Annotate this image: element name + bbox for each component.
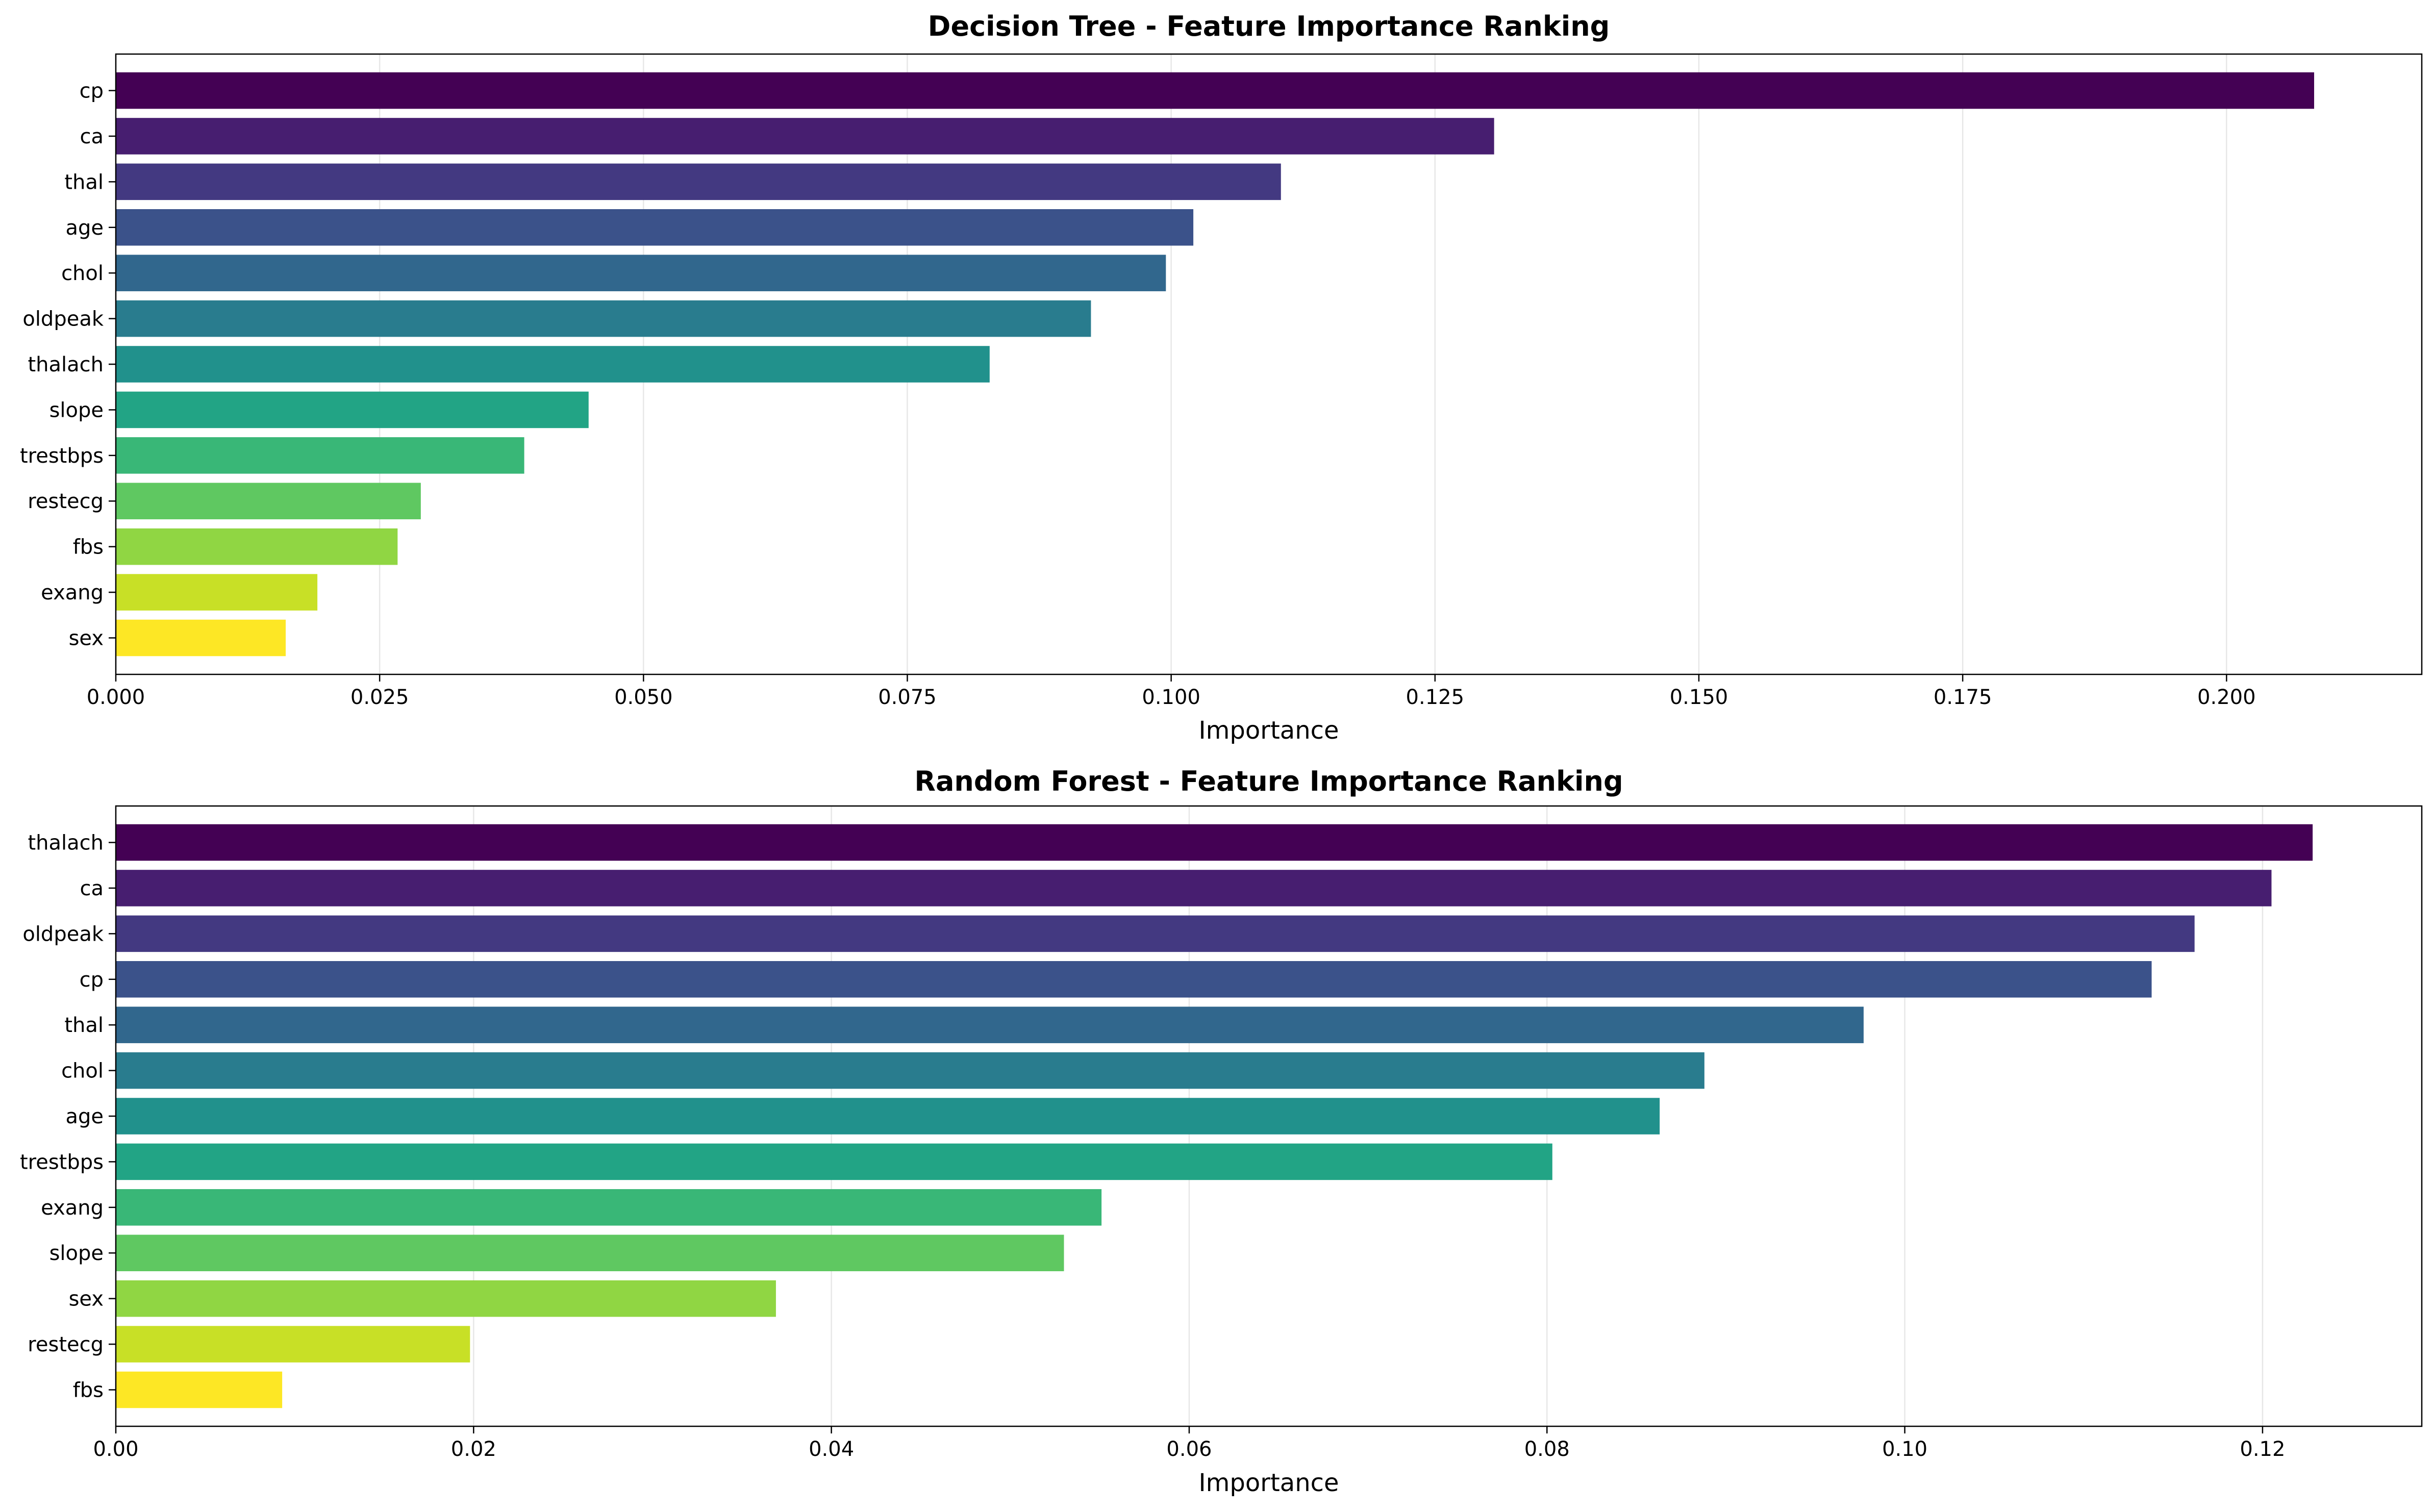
bar-ca: [116, 870, 2272, 906]
y-tick-label: oldpeak: [22, 308, 104, 331]
x-tick-label: 0.175: [1934, 686, 1992, 709]
y-tick-label: fbs: [73, 1378, 104, 1402]
bar-age: [116, 209, 1194, 246]
x-tick-label: 0.10: [1882, 1438, 1927, 1461]
y-tick-label: age: [65, 1105, 104, 1128]
y-tick-label: exang: [41, 1196, 104, 1220]
bars: [116, 824, 2313, 1408]
y-tick-label: cp: [80, 80, 104, 103]
y-tick-label: thal: [64, 170, 104, 194]
bar-oldpeak: [116, 915, 2195, 952]
x-tick-label: 0.025: [350, 686, 409, 709]
y-tick-label: fbs: [73, 536, 104, 559]
x-tick-label: 0.04: [809, 1438, 854, 1461]
y-tick-label: exang: [41, 581, 104, 604]
bar-trestbps: [116, 437, 524, 474]
x-tick-label: 0.06: [1166, 1438, 1212, 1461]
bar-sex: [116, 619, 286, 657]
x-axis-ticks: 0.00 0.02 0.04 0.06 0.08 0.10 0.12: [93, 1426, 2285, 1461]
bar-fbs: [116, 1371, 283, 1408]
x-axis-label: Importance: [1198, 1469, 1339, 1497]
y-tick-label: ca: [80, 125, 104, 148]
bar-oldpeak: [116, 300, 1091, 337]
bar-chol: [116, 255, 1166, 291]
y-tick-label: thal: [64, 1014, 104, 1037]
x-tick-label: 0.150: [1670, 686, 1728, 709]
x-tick-label: 0.000: [87, 686, 145, 709]
x-tick-label: 0.050: [614, 686, 673, 709]
bar-thalach: [116, 346, 990, 383]
y-tick-label: thalach: [28, 831, 104, 855]
bar-exang: [116, 574, 318, 611]
x-tick-label: 0.08: [1524, 1438, 1570, 1461]
y-tick-label: slope: [49, 398, 104, 422]
y-tick-label: ca: [80, 877, 104, 900]
y-axis-ticks: cp ca thal age chol oldpeak thalach slope trestb…: [20, 80, 116, 650]
y-tick-label: oldpeak: [22, 922, 104, 946]
x-tick-label: 0.125: [1406, 686, 1465, 709]
x-axis-ticks: 0.000 0.025 0.050 0.075 0.100 0.125 0.150 0.175…: [87, 674, 2256, 709]
bar-age: [116, 1098, 1660, 1135]
bar-thal: [116, 163, 1281, 200]
y-tick-label: sex: [69, 626, 104, 650]
y-tick-label: sex: [69, 1288, 104, 1311]
x-tick-label: 0.12: [2240, 1438, 2285, 1461]
bar-ca: [116, 118, 1494, 155]
x-axis-label: Importance: [1198, 716, 1339, 745]
y-tick-label: trestbps: [20, 1150, 104, 1174]
bar-trestbps: [116, 1143, 1552, 1180]
y-tick-label: age: [65, 216, 104, 240]
chart-title: Decision Tree - Feature Importance Ranki…: [928, 10, 1610, 42]
bar-restecg: [116, 483, 421, 519]
x-tick-label: 0.00: [93, 1438, 138, 1461]
bar-thalach: [116, 824, 2313, 861]
bar-cp: [116, 961, 2152, 998]
bar-exang: [116, 1189, 1102, 1226]
x-tick-label: 0.075: [878, 686, 937, 709]
y-tick-label: slope: [49, 1242, 104, 1265]
y-tick-label: thalach: [28, 353, 104, 376]
bar-chol: [116, 1052, 1704, 1089]
decision-tree-panel: Decision Tree - Feature Importance Ranki…: [20, 10, 2423, 745]
y-tick-label: trestbps: [20, 444, 104, 468]
bar-cp: [116, 72, 2314, 109]
y-tick-label: restecg: [28, 490, 104, 513]
bar-slope: [116, 1234, 1064, 1271]
y-axis-ticks: thalach ca oldpeak cp thal chol age trestbps exa…: [20, 831, 116, 1402]
y-tick-label: restecg: [28, 1333, 104, 1356]
bars: [116, 72, 2314, 657]
random-forest-panel: Random Forest - Feature Importance Ranki…: [20, 765, 2423, 1497]
bar-restecg: [116, 1326, 470, 1363]
chart-title: Random Forest - Feature Importance Ranki…: [914, 765, 1623, 797]
x-tick-label: 0.02: [451, 1438, 496, 1461]
bar-thal: [116, 1006, 1864, 1043]
y-tick-label: cp: [80, 968, 104, 992]
x-tick-label: 0.200: [2197, 686, 2256, 709]
y-tick-label: chol: [61, 1060, 104, 1083]
bar-slope: [116, 391, 589, 429]
bar-fbs: [116, 528, 398, 565]
bar-sex: [116, 1280, 776, 1317]
y-tick-label: chol: [61, 262, 104, 285]
x-tick-label: 0.100: [1142, 686, 1200, 709]
